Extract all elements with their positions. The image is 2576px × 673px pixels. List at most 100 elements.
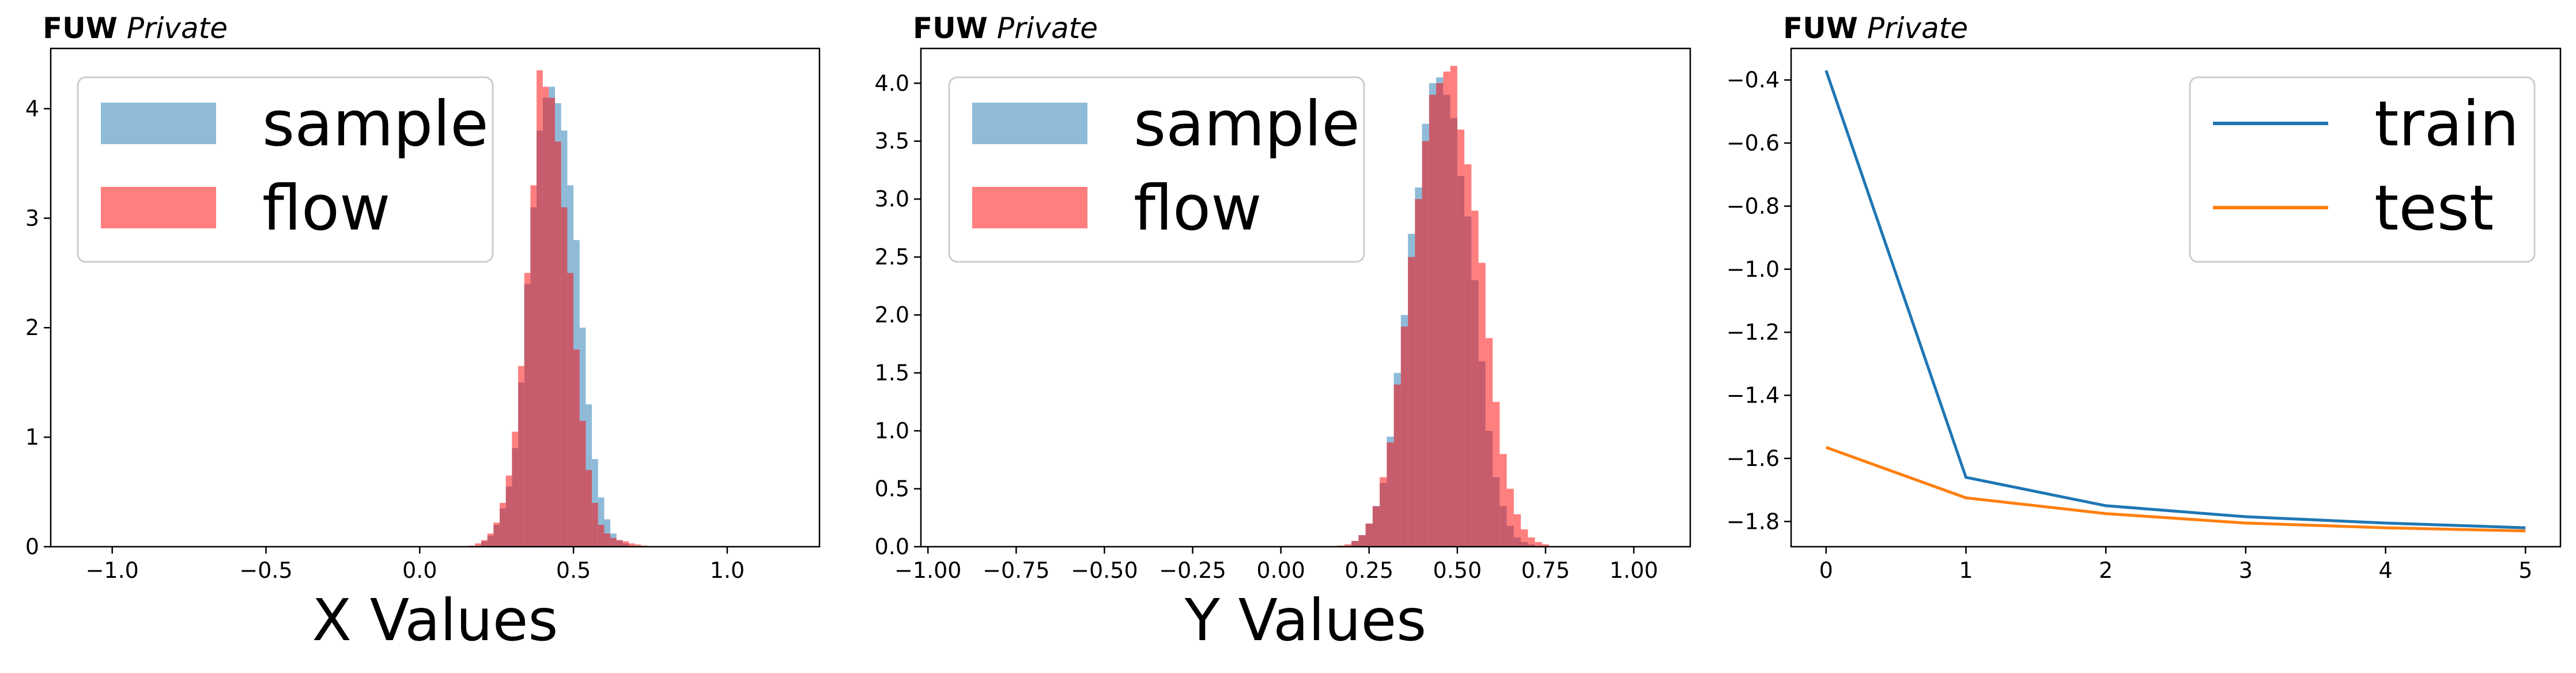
x-tick-label: −0.75 [983,558,1049,583]
histogram-bar-sample [598,497,605,547]
histogram-bar-flow [1457,129,1465,547]
histogram-bar-flow [629,543,635,547]
x-tick-label: 1.0 [710,558,745,583]
histogram-bar-flow [500,503,506,547]
chart-panel-2: FUW Private −1.00 −0.75 −0.50 −0.25 0.00 0.25 0… [875,12,1691,654]
y-tick-label: 4.0 [875,70,909,96]
histogram-bar-flow [1478,262,1486,547]
legend-swatch-sample [101,103,216,144]
watermark-italic-text: Private [988,12,1098,45]
watermark-label: FUW Private [43,12,228,45]
axes-frame [920,47,1691,548]
histogram-bar-flow [1535,542,1542,547]
histogram-bar-flow [1380,477,1387,547]
x-tick-label: 0.0 [402,558,437,583]
histogram-bar-flow [604,533,611,547]
histogram-bar-flow [1485,338,1493,547]
histogram-bar-flow [1365,523,1373,547]
histogram-bar-flow [1542,544,1550,547]
y-tick-label: −0.8 [1727,193,1780,219]
legend: sample flow [77,76,494,263]
histogram-bar-flow [1513,514,1521,547]
y-tick-label: 1 [25,424,39,450]
x-tick-label: −1.00 [894,558,961,583]
histogram-bar-flow [481,540,488,547]
y-tick-label: −1.8 [1727,509,1780,534]
x-tick-label: 1.00 [1610,558,1659,583]
histogram-bar-flow [1521,529,1528,547]
histogram-bar-flow [561,207,568,547]
x-tick-label: 0.25 [1344,558,1393,583]
histogram-bar-flow [530,185,537,547]
histogram-bar-flow [1464,164,1472,547]
histogram-bar-flow [549,97,556,547]
histogram-bar-flow [537,70,543,547]
histogram-bar-flow [598,525,605,547]
legend-label-sample: sample [1134,88,1360,160]
histogram-bar-flow [1436,83,1444,547]
x-tick-label: −0.50 [1071,558,1138,583]
histogram-bar-flow [1372,506,1380,547]
histogram-bar-flow [475,543,482,547]
y-tick-label: −0.4 [1727,67,1780,93]
legend: train test [2189,76,2536,263]
histogram-bar-flow [1493,401,1500,547]
legend-swatch-flow [101,187,216,228]
watermark-italic-text: Private [118,12,228,45]
histogram-bar-flow [1400,326,1408,547]
histogram-bar-flow [518,366,524,547]
x-tick-label: 2 [2099,558,2113,583]
chart-panel-1: FUW Private −1.0 −0.5 0.0 0.5 1.0 0 1 2 3 4 X Value… [25,12,821,654]
legend-label-sample: sample [262,88,489,160]
watermark-italic-text: Private [1858,12,1968,45]
histogram-bar-flow [567,273,574,547]
watermark-bold-text: FUW [913,12,988,45]
legend: sample flow [948,76,1365,263]
x-tick-label: −0.25 [1159,558,1226,583]
y-tick-label: 2 [25,315,39,340]
histogram-bar-flow [505,475,512,547]
histogram-bar-flow [1393,384,1401,547]
y-tick-label: −1.6 [1727,446,1780,471]
histogram-bar-flow [493,522,500,547]
series-line-test [1825,446,2526,533]
y-tick-label: 0.5 [875,476,909,502]
y-tick-label: 1.0 [875,418,909,443]
histogram-bar-flow [579,420,586,547]
watermark-bold-text: FUW [1783,12,1858,45]
x-axis-label: X Values [312,586,558,654]
histogram-bar-flow [573,349,580,547]
histogram-bar-flow [1443,72,1451,547]
histogram-bar-flow [512,431,519,547]
series-line-train [1825,70,2526,529]
histogram-bar-flow [1422,141,1429,547]
legend-label-test: test [2374,172,2494,245]
watermark-label: FUW Private [1783,12,1968,45]
x-tick-label: 0.00 [1256,558,1305,583]
histogram-bar-flow [1408,257,1415,547]
axes-frame [50,47,821,548]
y-tick-label: 3 [25,205,39,231]
histogram-bar-flow [616,540,623,547]
axes-frame [1790,47,2562,548]
x-tick-label: 1 [1959,558,1973,583]
x-tick-label: 0.50 [1433,558,1482,583]
histogram-bar-flow [1351,540,1359,547]
histogram-bar-flow [610,537,617,547]
histogram-bar-sample [604,519,611,547]
histogram-bar-flow [487,533,494,547]
histogram-bar-flow [622,541,629,547]
x-tick-label: −0.5 [239,558,292,583]
x-axis-label: Y Values [1184,586,1427,654]
histogram-bar-flow [1358,535,1366,547]
y-tick-label: 0 [25,534,39,559]
histogram-bar-flow [1415,199,1422,547]
y-tick-label: 3.0 [875,186,909,212]
x-tick-label: 0.75 [1521,558,1570,583]
legend-label-flow: flow [1134,172,1261,245]
histogram-bar-flow [592,503,598,547]
histogram-bar-flow [1499,454,1507,547]
y-tick-label: 2.5 [875,245,909,270]
